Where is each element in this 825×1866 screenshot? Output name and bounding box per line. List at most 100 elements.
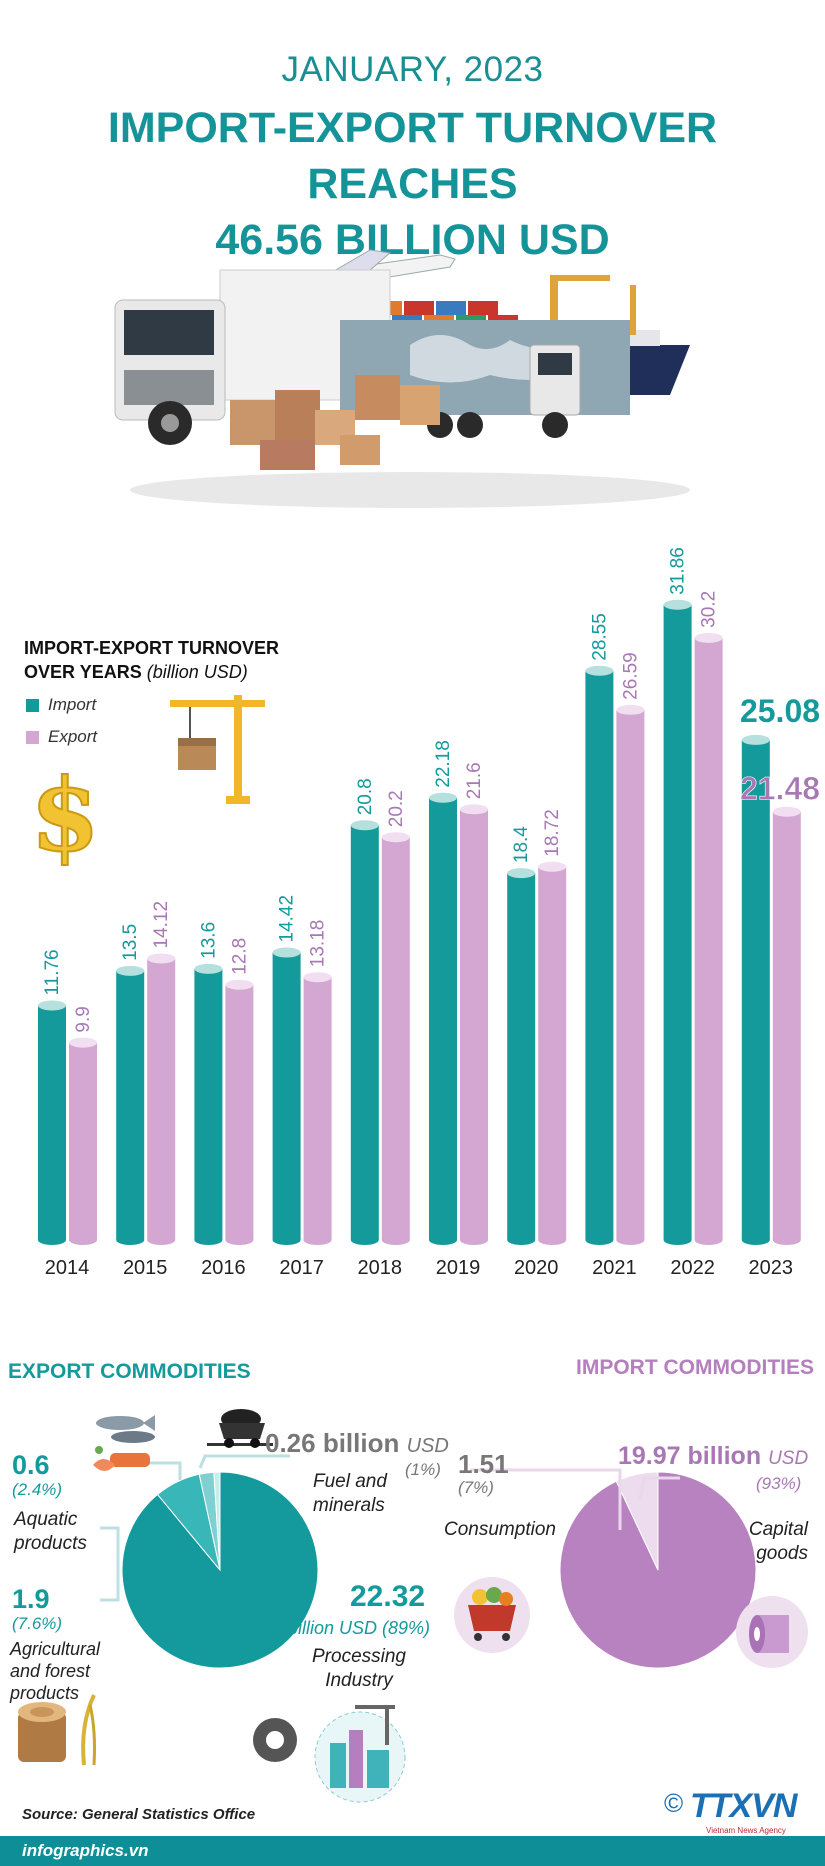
export-bar-2020 — [538, 866, 567, 1240]
fuel-label: Fuel and minerals — [313, 1470, 387, 1518]
import-bar-cap-2017 — [272, 947, 301, 958]
consumption-label: Consumption — [444, 1519, 556, 1540]
export-commodities-heading: EXPORT COMMODITIES — [8, 1360, 251, 1383]
year-label-2021: 2021 — [592, 1257, 637, 1279]
import-bar-2021 — [585, 670, 614, 1240]
seafood-icon — [93, 1415, 155, 1471]
factory-icon — [253, 1705, 406, 1803]
import-bar-cap-2016 — [194, 963, 223, 974]
export-bar-base-2016 — [225, 1235, 254, 1245]
import-bar-base-2015 — [116, 1235, 145, 1245]
aquatic-value: 0.6 — [12, 1450, 50, 1480]
import-commodities-heading: IMPORT COMMODITIES — [576, 1356, 814, 1379]
capital-goods-icon — [736, 1596, 808, 1668]
capital-label: Capital goods — [740, 1518, 808, 1566]
import-value-label-2018: 20.8 — [355, 778, 376, 815]
export-bar-cap-2020 — [538, 861, 567, 872]
fuel-pct: (1%) — [405, 1460, 441, 1479]
source-note: Source: General Statistics Office — [22, 1806, 256, 1823]
footer-bar — [0, 1836, 825, 1866]
export-bar-base-2017 — [303, 1235, 332, 1245]
page-title: IMPORT-EXPORT TURNOVER REACHES 46.56 BIL… — [0, 100, 825, 268]
export-value-label-2014: 9.9 — [73, 1006, 94, 1032]
import-bar-cap-2023 — [741, 734, 770, 745]
export-value-label-2015: 14.12 — [151, 901, 172, 949]
legend-title-line-1: IMPORT-EXPORT TURNOVER — [24, 638, 280, 658]
export-value-label-2019: 21.6 — [464, 762, 485, 799]
import-bar-2020 — [507, 873, 536, 1240]
import-bar-2015 — [116, 970, 145, 1240]
import-bar-cap-2015 — [116, 965, 145, 976]
consumption-pct: (7%) — [458, 1478, 494, 1497]
import-bar-2019 — [429, 797, 457, 1240]
import-bar-base-2017 — [272, 1235, 301, 1245]
year-label-2016: 2016 — [201, 1257, 246, 1279]
export-bar-cap-2021 — [616, 704, 645, 715]
agri-label-1: Agricultural — [10, 1639, 101, 1659]
export-bar-2014 — [69, 1042, 97, 1240]
export-bar-2016 — [225, 984, 254, 1240]
agri-pct: (7.6%) — [12, 1614, 63, 1633]
agri-label: Agricultural and forest products — [10, 1638, 100, 1704]
export-bar-2021 — [616, 709, 645, 1240]
export-bar-2019 — [460, 809, 488, 1240]
year-label-2017: 2017 — [279, 1257, 324, 1279]
export-value-label-2018: 20.2 — [386, 790, 407, 827]
import-bar-2023 — [741, 739, 770, 1240]
crane-icon — [170, 695, 265, 804]
import-bar-cap-2020 — [507, 868, 536, 879]
import-value-label-2021: 28.55 — [589, 613, 610, 661]
export-bar-2015 — [147, 958, 176, 1240]
import-bar-base-2021 — [585, 1235, 614, 1245]
year-label-2015: 2015 — [123, 1257, 168, 1279]
capital-value-num: 19.97 billion — [618, 1442, 762, 1470]
consumption-value: 1.51 — [458, 1449, 509, 1479]
processing-value: 22.32 — [350, 1580, 426, 1613]
pie-leader-lines — [100, 1454, 680, 1602]
ttxvn-logo-sub: Vietnam News Agency — [706, 1826, 786, 1835]
dollar-icon: $ — [29, 762, 101, 867]
import-bar-cap-2021 — [585, 665, 614, 676]
import-bar-base-2022 — [663, 1235, 692, 1245]
export-bar-base-2022 — [694, 1235, 723, 1245]
capital-label-2: goods — [756, 1543, 808, 1564]
import-value-label-2022: 31.86 — [668, 547, 689, 595]
import-value-label-2020: 18.4 — [511, 826, 532, 863]
import-value-label-2023: 25.08 — [740, 693, 820, 729]
export-bar-base-2019 — [460, 1235, 488, 1245]
title-line-1: IMPORT-EXPORT TURNOVER REACHES — [107, 104, 718, 208]
import-bar-cap-2019 — [429, 792, 457, 803]
import-bar-base-2014 — [38, 1235, 66, 1245]
year-label-2014: 2014 — [45, 1257, 90, 1279]
import-bar-base-2016 — [194, 1235, 223, 1245]
import-value-label-2015: 13.5 — [120, 924, 141, 961]
fuel-label-1: Fuel and — [313, 1471, 387, 1492]
import-value-label-2014: 11.76 — [42, 949, 63, 995]
legend-import-swatch — [26, 698, 39, 712]
export-bar-base-2014 — [69, 1235, 97, 1245]
aquatic-pct: (2.4%) — [12, 1480, 63, 1499]
export-pie-chart — [121, 1471, 319, 1669]
legend-export-label: Export — [48, 727, 98, 746]
legend-export-swatch — [26, 730, 39, 744]
year-label-2019: 2019 — [436, 1257, 481, 1279]
date-heading: JANUARY, 2023 — [281, 50, 544, 89]
processing-unit: billion USD (89%) — [288, 1618, 431, 1638]
import-bar-2014 — [38, 1005, 66, 1240]
coal-cart-icon — [207, 1409, 273, 1448]
capital-unit: USD — [768, 1448, 809, 1469]
svg-text:$: $ — [30, 762, 100, 867]
aquatic-label-2: products — [14, 1533, 87, 1554]
export-value-label-2020: 18.72 — [542, 809, 563, 857]
site-link[interactable]: infographics.vn — [22, 1841, 149, 1860]
year-label-2023: 2023 — [749, 1257, 794, 1279]
processing-label: Processing Industry — [312, 1645, 406, 1693]
import-bar-base-2023 — [741, 1235, 770, 1245]
export-value-label-2023: 21.48 — [740, 771, 820, 807]
agri-label-2: and forest — [10, 1661, 91, 1681]
shopping-cart-icon — [454, 1577, 530, 1653]
import-pie-chart — [559, 1471, 757, 1669]
export-bar-2018 — [381, 837, 410, 1240]
export-value-label-2022: 30.2 — [699, 591, 720, 628]
import-bar-2017 — [272, 952, 301, 1240]
